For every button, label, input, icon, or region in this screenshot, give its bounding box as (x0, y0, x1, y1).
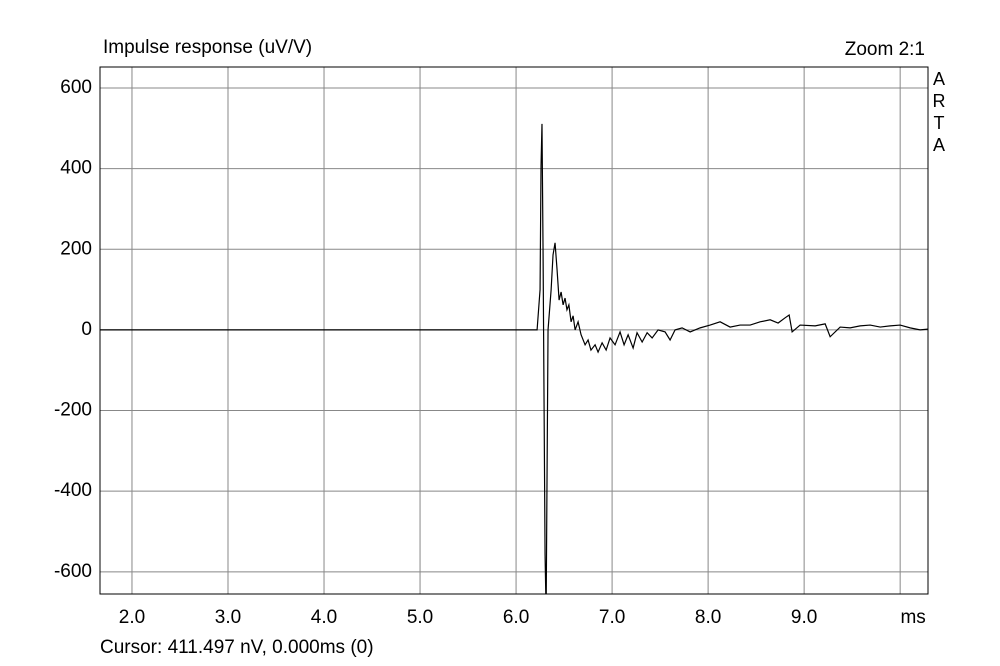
y-tick-label: -200 (54, 400, 92, 421)
x-tick-label: 9.0 (791, 607, 817, 628)
y-tick-label: -400 (54, 480, 92, 501)
y-tick-label: 0 (81, 319, 92, 340)
zoom-label: Zoom 2:1 (845, 39, 925, 60)
impulse-line (100, 123, 928, 594)
brand-label: ARTA (932, 69, 946, 155)
grid (100, 67, 928, 594)
x-tick-label: 4.0 (311, 607, 337, 628)
x-tick-label: 7.0 (599, 607, 625, 628)
y-tick-label: 600 (60, 77, 92, 98)
chart-title: Impulse response (uV/V) (103, 37, 312, 58)
y-tick-label: -600 (54, 561, 92, 582)
x-tick-label: 3.0 (215, 607, 241, 628)
cursor-readout: Cursor: 411.497 nV, 0.000ms (0) (100, 637, 374, 658)
x-tick-label: 6.0 (503, 607, 529, 628)
y-tick-label: 200 (60, 238, 92, 259)
y-tick-label: 400 (60, 158, 92, 179)
x-tick-label: 2.0 (119, 607, 145, 628)
x-tick-label: 5.0 (407, 607, 433, 628)
x-tick-label: ms (900, 607, 925, 628)
x-tick-label: 8.0 (695, 607, 721, 628)
